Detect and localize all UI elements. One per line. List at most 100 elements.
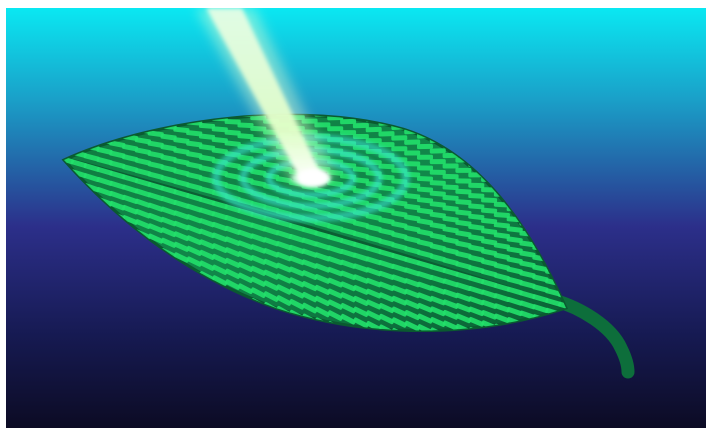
leaf-cell (442, 205, 459, 212)
leaf-cell (481, 238, 498, 246)
leaf-cell (173, 168, 190, 177)
leaf-cell (109, 140, 126, 148)
leaf-cell (83, 163, 100, 172)
leaf-cell (455, 199, 472, 206)
leaf-cell (288, 266, 305, 277)
leaf-cell (455, 250, 472, 259)
leaf-cell (135, 219, 151, 230)
leaf-cell (429, 316, 446, 328)
leaf-cell (211, 200, 228, 210)
leaf-cell (327, 256, 344, 266)
leaf-cell (430, 327, 446, 331)
leaf-cell (276, 295, 292, 306)
leaf-cell (545, 298, 562, 307)
leaf-cell (429, 211, 446, 219)
leaf-cell (416, 207, 434, 215)
leaf-cell (404, 246, 421, 255)
leaf-cell (519, 250, 536, 258)
leaf-cell (519, 290, 536, 300)
leaf-cell (327, 245, 344, 255)
leaf-cell (276, 273, 292, 284)
leaf-cell (327, 288, 344, 299)
leaf-cell (340, 259, 357, 269)
leaf-cell (224, 161, 241, 169)
leaf-cell (455, 240, 472, 249)
leaf-cell (186, 256, 202, 267)
leaf-cell (237, 154, 254, 162)
leaf-cell (481, 228, 498, 235)
leaf-cell (211, 211, 228, 221)
leaf-cell (519, 270, 536, 279)
leaf-cell (96, 166, 113, 176)
leaf-cell (404, 224, 421, 233)
leaf-cell (404, 150, 421, 156)
leaf-cell (468, 316, 485, 327)
leaf-cell (506, 226, 523, 233)
leaf-cell (493, 252, 510, 261)
leaf-cell (404, 278, 421, 288)
leaf-cell (340, 292, 356, 303)
leaf-cell (340, 238, 357, 247)
leaf-cell (493, 283, 510, 292)
leaf-cell (263, 204, 280, 213)
leaf-cell (365, 288, 382, 299)
leaf-cell (391, 295, 408, 306)
leaf-cell (134, 157, 151, 166)
leaf-cell (468, 285, 485, 295)
leaf-cell (417, 313, 433, 324)
leaf-cell (429, 253, 446, 262)
leaf-cell (237, 251, 254, 261)
leaf-cell (199, 249, 215, 260)
leaf-cell (352, 241, 369, 251)
leaf-cell (493, 272, 510, 281)
leaf-cell (160, 154, 177, 163)
leaf-cell (391, 263, 408, 273)
leaf-cell (160, 185, 177, 195)
leaf-cell (468, 213, 485, 221)
leaf-cell (378, 303, 395, 314)
leaf-cell (340, 227, 357, 236)
leaf-cell (237, 133, 254, 140)
leaf-cell (263, 269, 279, 280)
leaf-cell (263, 258, 279, 269)
leaf-cell (429, 201, 446, 208)
leaf-cell (532, 294, 549, 303)
leaf-cell (64, 155, 75, 165)
leaf-cell (224, 257, 241, 268)
leaf-cell (109, 170, 126, 180)
leaf-cell (224, 236, 241, 246)
leaf-cell (198, 165, 216, 173)
leaf-cell (404, 320, 420, 331)
leaf-cell (365, 277, 382, 288)
leaf-cell (404, 299, 421, 310)
leaf-cell (275, 219, 292, 228)
leaf-cell (250, 201, 267, 210)
leaf-cell (237, 240, 254, 250)
leaf-cell (416, 186, 434, 193)
leaf-cell (404, 203, 421, 211)
leaf-cell (391, 274, 408, 284)
leaf-cell (352, 122, 369, 129)
leaf-cell (134, 168, 151, 177)
leaf-cell (455, 178, 472, 184)
leaf-cell (301, 237, 318, 247)
leaf-cell (481, 197, 498, 204)
leaf-cell (481, 289, 498, 299)
leaf-cell (429, 295, 446, 306)
leaf-cell (429, 222, 446, 230)
leaf-cell (442, 173, 459, 180)
leaf-cell (455, 230, 472, 238)
leaf-cell (468, 193, 485, 199)
leaf-cell (199, 228, 215, 239)
leaf-cell (173, 199, 190, 209)
leaf-cell (109, 150, 126, 159)
leaf-cell (417, 154, 433, 160)
leaf-cell (186, 130, 203, 137)
leaf-cell (327, 266, 344, 277)
leaf-cell (417, 281, 433, 291)
leaf-cell (557, 301, 566, 311)
leaf-cell (455, 188, 472, 195)
leaf-cell (442, 226, 459, 234)
leaf-cell (493, 293, 510, 303)
leaf-cell (429, 232, 446, 241)
